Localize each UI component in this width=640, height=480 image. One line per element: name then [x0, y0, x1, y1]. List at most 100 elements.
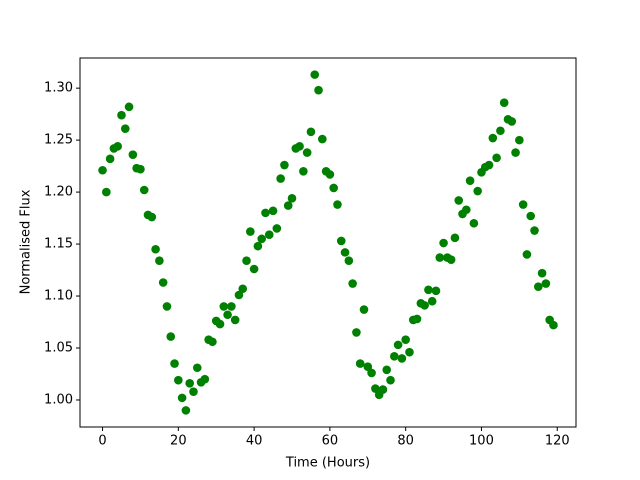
point	[162, 302, 172, 311]
point	[249, 264, 259, 274]
y-tick-label: 1.10	[44, 289, 73, 304]
point	[435, 253, 445, 262]
point	[473, 186, 482, 196]
x-tick-label: 80	[397, 434, 414, 449]
point	[185, 379, 194, 388]
point	[530, 226, 539, 235]
point	[181, 406, 191, 415]
point	[136, 164, 145, 174]
point	[488, 133, 498, 143]
point	[219, 302, 229, 311]
y-tick-label: 1.25	[44, 133, 73, 148]
point	[382, 365, 392, 375]
point	[537, 268, 547, 278]
point	[355, 359, 365, 368]
point	[268, 206, 278, 216]
point	[177, 393, 187, 403]
point	[431, 286, 441, 296]
point	[340, 248, 350, 257]
point	[515, 135, 524, 145]
plot-frame	[79, 57, 577, 428]
point	[128, 150, 138, 159]
y-tick-label: 1.20	[44, 185, 73, 200]
point	[533, 282, 543, 291]
point	[139, 185, 149, 195]
point	[215, 319, 225, 329]
point	[170, 359, 179, 368]
point	[393, 340, 403, 350]
point	[302, 148, 312, 157]
point	[507, 117, 517, 126]
point	[511, 148, 520, 157]
point	[386, 375, 395, 385]
point	[446, 255, 456, 264]
point	[113, 142, 123, 151]
point	[465, 176, 475, 185]
point	[336, 236, 346, 246]
x-axis-label: Time (Hours)	[285, 456, 370, 471]
point	[230, 315, 240, 325]
point	[329, 183, 338, 193]
point	[117, 110, 126, 120]
point	[450, 233, 460, 243]
point	[276, 174, 285, 183]
point	[462, 205, 471, 215]
point	[105, 154, 115, 164]
point	[261, 208, 270, 218]
point	[499, 98, 509, 107]
point	[272, 224, 282, 233]
point	[253, 241, 263, 251]
point	[283, 201, 293, 210]
y-tick-label: 1.30	[44, 81, 73, 96]
point	[496, 126, 505, 136]
point	[378, 385, 388, 394]
point	[359, 305, 369, 314]
point	[367, 368, 376, 378]
x-tick-label: 0	[98, 434, 106, 449]
point	[371, 384, 380, 393]
point	[120, 124, 130, 133]
point	[295, 142, 304, 151]
point	[469, 218, 479, 228]
point	[155, 256, 164, 265]
point	[318, 134, 327, 144]
point	[200, 374, 210, 384]
point	[306, 127, 316, 137]
point	[541, 279, 551, 288]
point	[238, 284, 248, 294]
point	[363, 362, 373, 372]
y-axis-label: Normalised Flux	[19, 189, 34, 294]
point	[227, 302, 236, 311]
point	[325, 170, 335, 179]
point	[522, 250, 532, 259]
point	[280, 160, 289, 170]
x-tick-label: 120	[545, 434, 570, 449]
point	[166, 332, 176, 341]
point	[246, 227, 255, 236]
point	[348, 279, 357, 288]
point	[102, 187, 111, 197]
point	[192, 363, 202, 373]
point	[549, 320, 558, 330]
point	[223, 310, 232, 320]
point	[424, 285, 433, 295]
point	[405, 347, 414, 357]
point	[333, 200, 342, 209]
x-tick-label: 60	[322, 434, 339, 449]
x-tick-label: 40	[246, 434, 263, 449]
point	[454, 196, 464, 205]
point	[299, 166, 308, 176]
point	[526, 211, 536, 221]
point	[208, 337, 217, 347]
point	[158, 278, 168, 287]
point	[98, 165, 107, 175]
point	[390, 352, 399, 361]
point	[124, 102, 134, 112]
point	[189, 387, 198, 396]
point	[344, 256, 354, 265]
point	[147, 212, 157, 222]
point	[397, 354, 407, 363]
point	[257, 234, 266, 244]
point	[401, 335, 410, 344]
